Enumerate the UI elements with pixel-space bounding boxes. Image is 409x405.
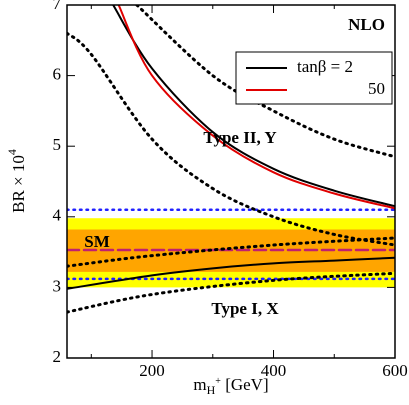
annotation: SM	[84, 232, 110, 251]
legend-box	[235, 51, 393, 105]
y-axis-label-part: BR × 10	[9, 155, 28, 213]
x-axis-label-part: [GeV]	[221, 375, 269, 394]
y-tick-label: 4	[53, 206, 62, 225]
series-line	[67, 236, 395, 268]
series-line	[67, 256, 395, 290]
x-axis-label-part: H	[207, 383, 216, 397]
x-tick-label: 400	[261, 361, 287, 380]
y-tick-label: 7	[53, 0, 62, 13]
plot-lines	[67, 5, 395, 314]
x-tick-label: 600	[382, 361, 408, 380]
annotation: Type II, Y	[203, 128, 276, 147]
legend-label: tanβ = 2	[297, 57, 353, 76]
x-axis-label: mH+ [GeV]	[193, 375, 268, 397]
series-line	[112, 5, 395, 208]
y-tick-label: 5	[53, 135, 62, 154]
plot-frame	[66, 4, 396, 359]
y-axis-label-part: 4	[5, 149, 19, 155]
y-tick-label: 6	[53, 65, 62, 84]
series-line	[135, 5, 395, 159]
series-line	[117, 5, 395, 210]
y-tick-label: 3	[53, 276, 62, 295]
x-axis-label-part: m	[193, 375, 206, 394]
series-line	[67, 31, 395, 247]
legend-label: 50	[368, 79, 385, 98]
annotation: Type I, X	[211, 299, 279, 318]
y-tick-label: 2	[53, 347, 62, 366]
y-axis-label: BR × 104	[5, 149, 28, 213]
series-line	[67, 271, 395, 314]
x-tick-label: 200	[139, 361, 165, 380]
x-axis-label-part: +	[215, 376, 221, 387]
annotation: NLO	[348, 15, 385, 34]
